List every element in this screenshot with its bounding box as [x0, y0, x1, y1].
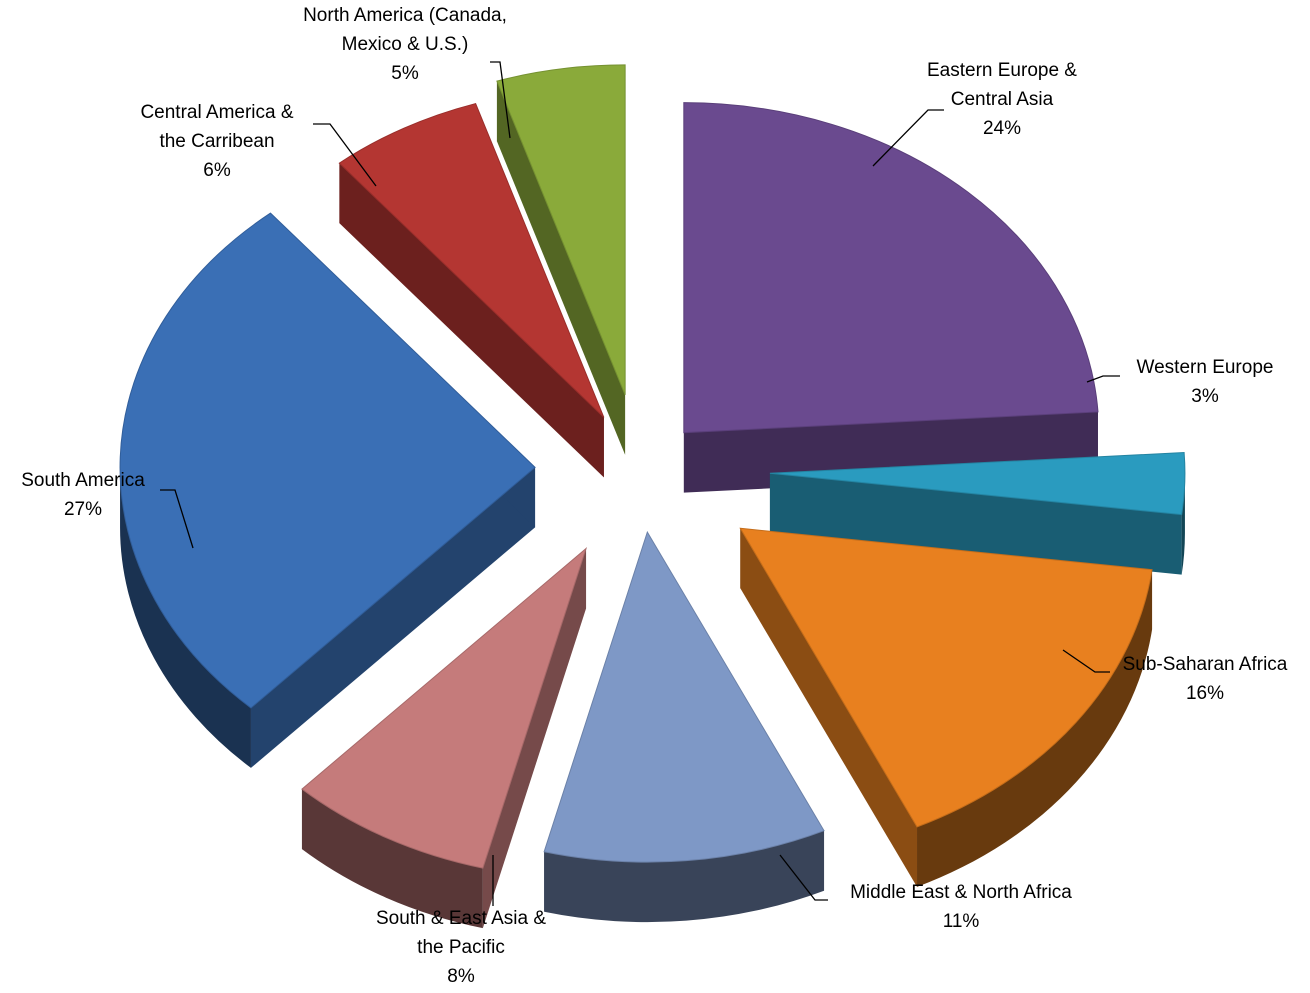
pie-slice	[119, 212, 536, 768]
pie-slice	[543, 530, 825, 923]
pie-slice-top	[543, 530, 825, 863]
slice-label: South America 27%	[21, 470, 145, 520]
pie-slice	[301, 547, 588, 929]
leader-line	[490, 61, 511, 139]
leader-line	[779, 854, 828, 901]
slice-name-line: Middle East & North Africa	[850, 882, 1072, 903]
slice-percent: 5%	[391, 63, 419, 84]
slice-percent: 11%	[943, 911, 980, 932]
pie-slice-edge	[301, 789, 483, 929]
slice-name-line: Eastern Europe &	[927, 60, 1077, 81]
pie-slice	[496, 64, 626, 455]
pie-slice-top	[683, 102, 1099, 434]
slice-name-line: Central Asia	[951, 89, 1054, 110]
pie-slice-edge	[120, 467, 251, 768]
pie-slice	[683, 102, 1099, 493]
slice-labels: Eastern Europe & Central Asia 24% Western E…	[21, 5, 1288, 987]
pie-slice-top	[769, 452, 1186, 516]
slice-name-line: South America	[21, 470, 145, 491]
pie-slice-side	[769, 473, 1182, 575]
slice-label: Western Europe 3%	[1137, 357, 1274, 407]
slice-label: South & East Asia & the Pacific 8%	[376, 908, 546, 987]
slice-name-line: the Pacific	[417, 937, 505, 958]
slice-name-line: Sub-Saharan Africa	[1123, 654, 1288, 675]
slice-name-line: Mexico & U.S.)	[342, 34, 469, 55]
pie-slices	[119, 64, 1186, 929]
pie-slice-edge	[917, 569, 1153, 887]
pie-slice	[338, 102, 605, 478]
pie-slice-side	[339, 163, 604, 478]
slice-percent: 6%	[203, 160, 231, 181]
slice-name-line: South & East Asia &	[376, 908, 546, 929]
leader-line	[1062, 649, 1110, 673]
pie-slice-top	[119, 212, 536, 709]
slice-name-line: the Carribean	[159, 131, 274, 152]
pie-slice-top	[739, 527, 1153, 828]
slice-label: North America (Canada, Mexico & U.S.) 5%	[303, 5, 507, 84]
leader-line	[313, 123, 377, 187]
pie-slice-top	[338, 102, 605, 418]
leader-lines	[160, 61, 1120, 906]
slice-label: Eastern Europe & Central Asia 24%	[927, 60, 1077, 139]
slice-label: Sub-Saharan Africa 16%	[1123, 654, 1288, 704]
leader-line	[1086, 375, 1120, 383]
slice-percent: 16%	[1186, 683, 1224, 704]
slice-percent: 3%	[1191, 386, 1219, 407]
leader-line	[872, 109, 944, 167]
pie-slice	[769, 452, 1186, 575]
pie-slice-side	[496, 81, 626, 455]
slice-label: Middle East & North Africa 11%	[850, 882, 1072, 932]
pie-slice-top	[496, 64, 626, 396]
slice-percent: 24%	[983, 118, 1021, 139]
slice-percent: 8%	[447, 966, 475, 987]
pie-slice-side	[482, 548, 587, 929]
slice-name-line: Central America &	[140, 102, 293, 123]
pie-slice-side	[250, 467, 536, 768]
pie-slice-side	[740, 528, 918, 887]
slice-name-line: North America (Canada,	[303, 5, 507, 26]
pie-slice-top	[301, 547, 588, 869]
leader-line	[160, 489, 194, 549]
pie-slice	[739, 527, 1153, 887]
slice-percent: 27%	[64, 499, 102, 520]
slice-name-line: Western Europe	[1137, 357, 1274, 378]
slice-label: Central America & the Carribean 6%	[140, 102, 293, 181]
pie-slice-edge	[544, 830, 825, 923]
